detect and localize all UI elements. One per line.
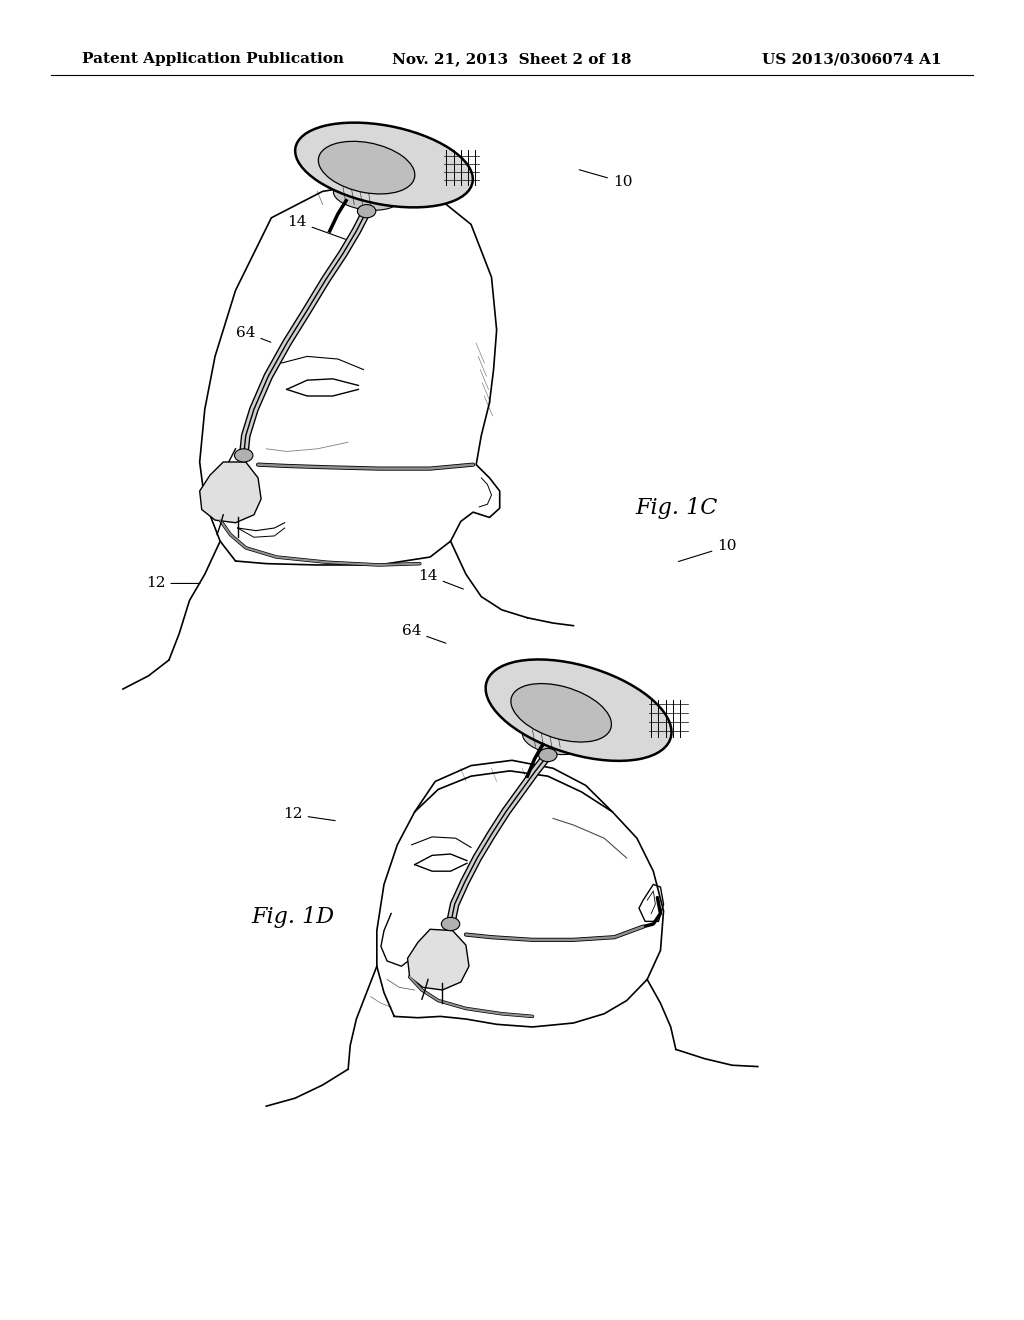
Text: 10: 10	[580, 170, 633, 189]
Text: 10: 10	[679, 540, 737, 561]
Text: Fig. 1C: Fig. 1C	[635, 498, 717, 519]
Text: 12: 12	[145, 577, 200, 590]
Ellipse shape	[318, 141, 415, 194]
Text: 14: 14	[287, 215, 345, 239]
Text: 64: 64	[236, 326, 270, 342]
Text: Patent Application Publication: Patent Application Publication	[82, 53, 344, 66]
Ellipse shape	[511, 684, 611, 742]
Text: Fig. 1D: Fig. 1D	[251, 907, 334, 928]
Ellipse shape	[234, 449, 253, 462]
Text: Nov. 21, 2013  Sheet 2 of 18: Nov. 21, 2013 Sheet 2 of 18	[392, 53, 632, 66]
Ellipse shape	[485, 660, 672, 760]
Ellipse shape	[295, 123, 473, 207]
Ellipse shape	[357, 205, 376, 218]
Polygon shape	[408, 929, 469, 990]
Text: 12: 12	[283, 808, 335, 821]
Text: 14: 14	[418, 569, 463, 589]
Ellipse shape	[522, 723, 584, 755]
Ellipse shape	[539, 748, 557, 762]
Text: US 2013/0306074 A1: US 2013/0306074 A1	[763, 53, 942, 66]
Ellipse shape	[441, 917, 460, 931]
Polygon shape	[200, 462, 261, 523]
Ellipse shape	[334, 181, 399, 210]
Text: 64: 64	[401, 624, 445, 643]
